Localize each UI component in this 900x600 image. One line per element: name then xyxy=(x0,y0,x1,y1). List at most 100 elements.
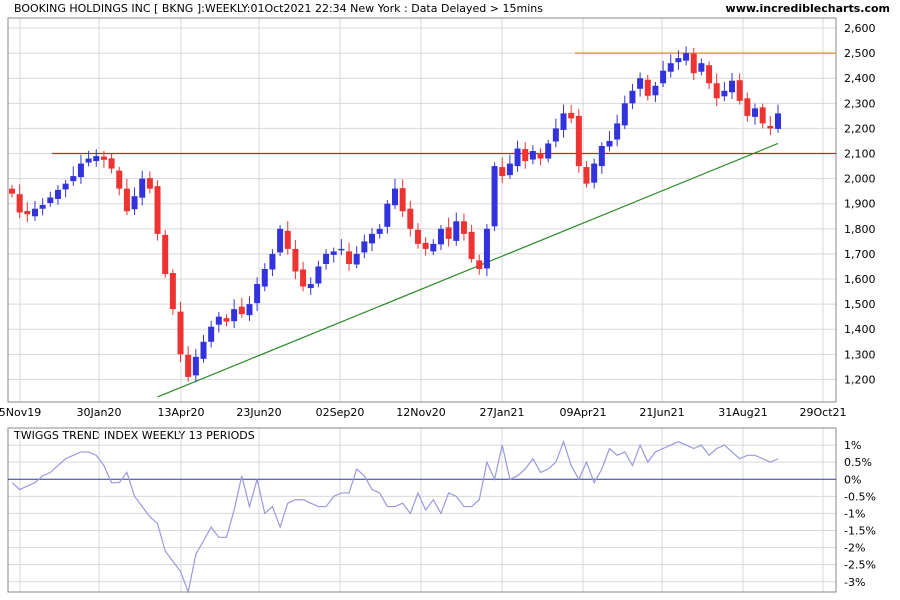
candle-body xyxy=(300,269,307,287)
candle-body xyxy=(185,354,192,377)
candle-body xyxy=(376,228,383,234)
candle-body xyxy=(483,228,490,269)
y-tick-label: 1,700 xyxy=(844,248,876,261)
candle-body xyxy=(629,90,636,104)
ind-y-tick-label: -2% xyxy=(844,542,865,555)
candle-body xyxy=(399,188,406,212)
candle-body xyxy=(437,228,444,245)
candle-body xyxy=(215,316,222,325)
y-tick-label: 2,500 xyxy=(844,47,876,60)
x-tick-label: 31Aug21 xyxy=(718,406,767,419)
candle-body xyxy=(430,243,437,252)
ind-y-tick-label: -3% xyxy=(844,576,865,589)
y-tick-label: 1,900 xyxy=(844,198,876,211)
y-tick-label: 1,200 xyxy=(844,373,876,386)
ind-y-tick-label: -2.5% xyxy=(844,559,876,572)
candle-body xyxy=(453,221,460,241)
y-tick-label: 2,300 xyxy=(844,97,876,110)
candle-body xyxy=(47,197,54,203)
candle-body xyxy=(177,311,184,355)
candle-body xyxy=(667,63,674,72)
candle-body xyxy=(315,266,322,284)
candle-body xyxy=(39,204,46,209)
candle-body xyxy=(759,107,766,124)
candle-body xyxy=(62,183,69,190)
candle-body xyxy=(514,148,521,167)
x-tick-label: 29Oct21 xyxy=(799,406,846,419)
candle-body xyxy=(238,306,245,315)
candle-body xyxy=(146,178,153,189)
x-tick-label: 27Jan21 xyxy=(480,406,525,419)
x-tick-label: 09Apr21 xyxy=(559,406,606,419)
candle-body xyxy=(123,188,130,212)
candle-body xyxy=(637,78,644,89)
x-tick-label: 23Jun20 xyxy=(236,406,281,419)
candle-body xyxy=(414,229,421,244)
candle-body xyxy=(736,80,743,101)
candle-body xyxy=(231,309,238,322)
candle-body xyxy=(537,153,544,159)
candle-body xyxy=(721,90,728,97)
candle-body xyxy=(70,176,77,182)
candle-body xyxy=(598,146,605,167)
grid xyxy=(8,18,836,592)
candle-body xyxy=(491,166,498,227)
ind-y-tick-label: -0.5% xyxy=(844,490,876,503)
candle-body xyxy=(269,253,276,270)
ind-y-tick-label: -1.5% xyxy=(844,525,876,538)
candle-body xyxy=(116,170,123,189)
trend-line xyxy=(157,142,779,398)
indicator-line xyxy=(11,439,779,595)
candle-body xyxy=(192,356,199,376)
candle-body xyxy=(690,53,697,74)
candle-body xyxy=(591,163,598,183)
candle-body xyxy=(575,115,582,167)
candle-body xyxy=(77,163,84,178)
indicator-title: TWIGGS TREND INDEX WEEKLY 13 PERIODS xyxy=(14,429,255,442)
candle-body xyxy=(560,113,567,130)
annotation-lines xyxy=(52,52,836,398)
candle-body xyxy=(9,188,15,194)
candle-body xyxy=(621,103,628,126)
candle-body xyxy=(208,326,215,342)
candle-body xyxy=(568,112,575,119)
candle-body xyxy=(261,268,268,287)
indicator-panel-border xyxy=(7,427,837,593)
site-watermark[interactable]: www.incrediblecharts.com xyxy=(725,2,890,15)
candle-body xyxy=(767,125,774,129)
candle-body xyxy=(100,156,107,160)
y-tick-label: 1,500 xyxy=(844,298,876,311)
candle-body xyxy=(698,63,705,72)
candle-body xyxy=(353,253,360,265)
candle-body xyxy=(139,178,146,198)
candle-body xyxy=(775,113,781,129)
candle-body xyxy=(729,80,736,93)
x-tick-label: 5Nov19 xyxy=(0,406,41,419)
indicator-series xyxy=(8,439,836,595)
candle-body xyxy=(246,304,253,316)
candle-body xyxy=(644,79,651,96)
candles xyxy=(9,46,781,383)
candle-body xyxy=(744,98,751,116)
candle-body xyxy=(323,253,330,264)
candle-body xyxy=(468,231,475,259)
ind-y-tick-label: -1% xyxy=(844,507,865,520)
axis-labels: 5Nov19 30Jan20 13Apr20 23Jun20 02Sep20 12Nov2… xyxy=(0,22,876,589)
candle-body xyxy=(506,163,513,176)
candle-body xyxy=(16,194,23,213)
candle-body xyxy=(407,208,414,229)
y-tick-label: 1,800 xyxy=(844,223,876,236)
candle-body xyxy=(384,203,391,227)
candle-body xyxy=(85,158,92,163)
candle-body xyxy=(606,140,613,147)
candle-body xyxy=(369,233,376,244)
y-tick-label: 2,200 xyxy=(844,122,876,135)
candle-body xyxy=(31,208,38,217)
candle-body xyxy=(683,53,690,61)
ind-y-tick-label: 0.5% xyxy=(844,456,872,469)
chart-title: BOOKING HOLDINGS INC [ BKNG ]:WEEKLY:01O… xyxy=(14,2,543,15)
panel-borders xyxy=(7,17,837,593)
candle-body xyxy=(93,156,100,162)
candle-body xyxy=(614,123,621,140)
